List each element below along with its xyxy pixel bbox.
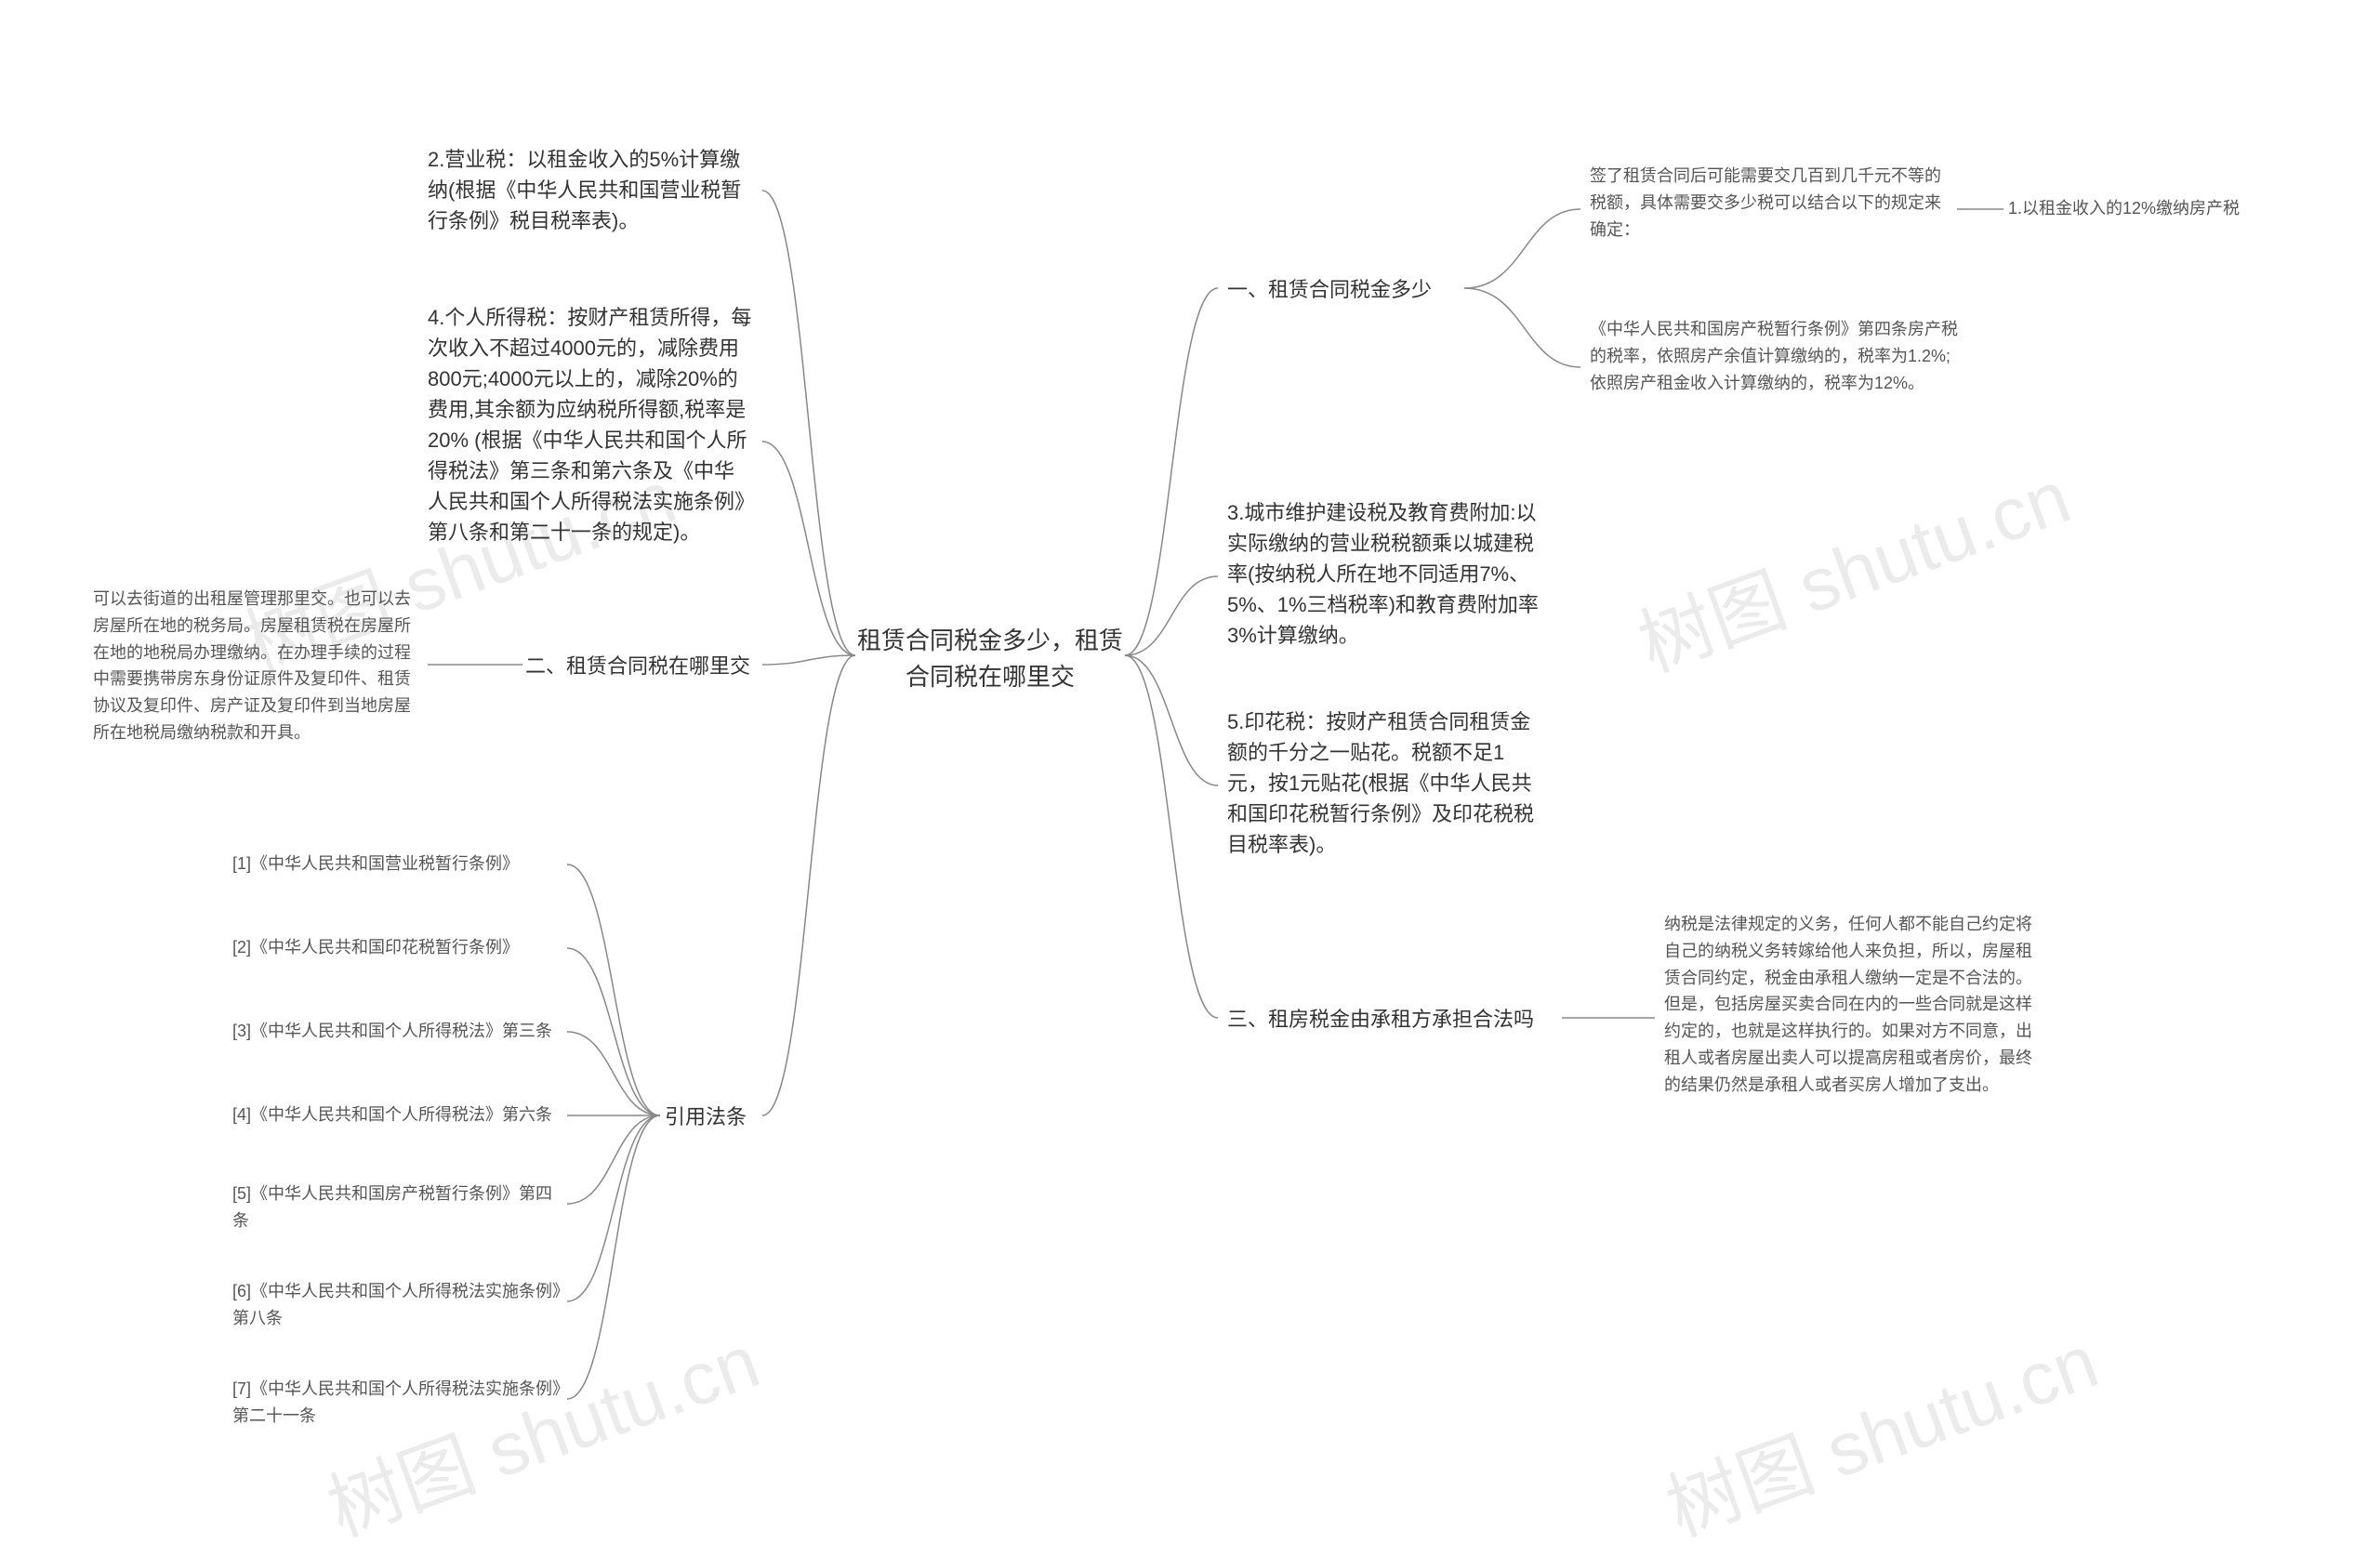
left-branch3-detail: 可以去街道的出租屋管理那里交。也可以去房屋所在地的税务局。房屋租赁税在房屋所在地… (93, 586, 423, 746)
ref-4: [4]《中华人民共和国个人所得税法》第六条 (232, 1102, 562, 1128)
left-branch3-label: 二、租赁合同税在哪里交 (525, 651, 758, 681)
right-branch4-label: 三、租房税金由承租方承担合法吗 (1227, 1004, 1562, 1035)
watermark-3: 树图 shutu.cn (311, 1302, 772, 1557)
right-branch1-label: 一、租赁合同税金多少 (1227, 274, 1460, 305)
left-branch1: 2.营业税：以租金收入的5%计算缴纳(根据《中华人民共和国营业税暂行条例》税目税… (428, 144, 753, 236)
center-line1: 租赁合同税金多少，租赁 (855, 623, 1125, 659)
right-branch1-child2: 《中华人民共和国房产税暂行条例》第四条房产税的税率，依照房产余值计算缴纳的，税率… (1590, 316, 1962, 396)
right-branch4-detail: 纳税是法律规定的义务，任何人都不能自己约定将自己的纳税义务转嫁给他人来负担，所以… (1664, 911, 2036, 1099)
ref-6: [6]《中华人民共和国个人所得税法实施条例》第八条 (232, 1278, 562, 1332)
ref-2: [2]《中华人民共和国印花税暂行条例》 (232, 934, 562, 961)
center-line2: 合同税在哪里交 (855, 659, 1125, 695)
ref-5: [5]《中华人民共和国房产税暂行条例》第四条 (232, 1181, 562, 1234)
left-branch2: 4.个人所得税：按财产租赁所得，每次收入不超过4000元的，减除费用800元;4… (428, 302, 753, 548)
ref-1: [1]《中华人民共和国营业税暂行条例》 (232, 851, 562, 877)
connector-lines (0, 0, 2380, 1502)
center-node: 租赁合同税金多少，租赁 合同税在哪里交 (855, 623, 1125, 695)
right-branch1-child1-detail: 1.以租金收入的12%缴纳房产税 (2008, 195, 2287, 222)
ref-7: [7]《中华人民共和国个人所得税法实施条例》第二十一条 (232, 1376, 562, 1430)
right-branch2: 3.城市维护建设税及教育费附加:以实际缴纳的营业税税额乘以城建税率(按纳税人所在… (1227, 497, 1543, 651)
right-branch3: 5.印花税：按财产租赁合同租赁金额的千分之一贴花。税额不足1元，按1元贴花(根据… (1227, 706, 1543, 860)
right-branch1-child1: 签了租赁合同后可能需要交几百到几千元不等的税额，具体需要交多少税可以结合以下的规… (1590, 163, 1952, 243)
ref-3: [3]《中华人民共和国个人所得税法》第三条 (232, 1018, 562, 1045)
left-branch4-label: 引用法条 (665, 1102, 758, 1132)
watermark-4: 树图 shutu.cn (1650, 1302, 2110, 1557)
watermark-2: 树图 shutu.cn (1622, 438, 2082, 693)
